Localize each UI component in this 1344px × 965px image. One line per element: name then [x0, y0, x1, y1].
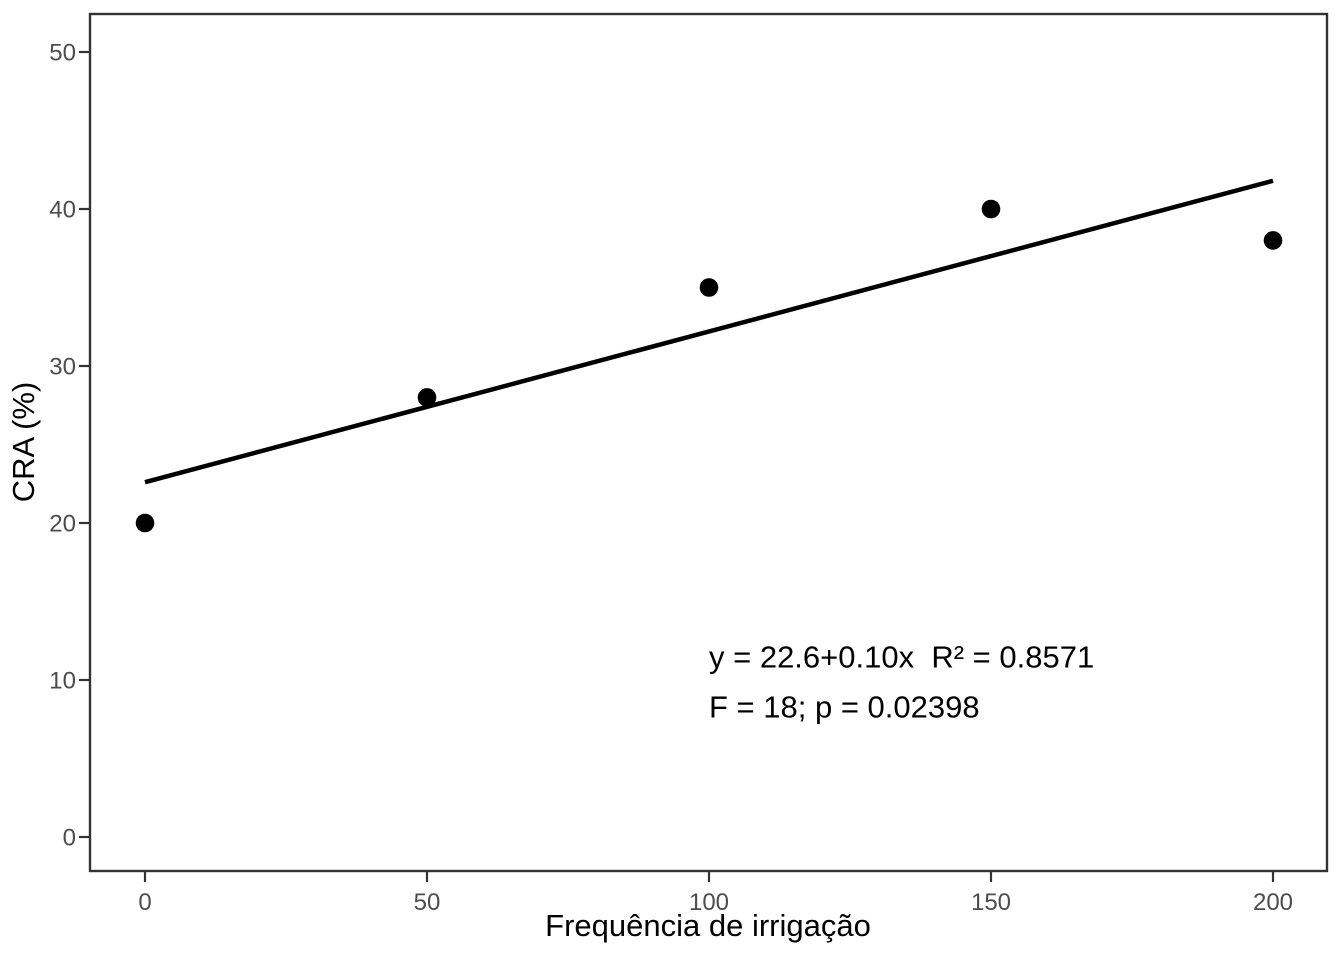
x-axis-ticks: 0 50 100 150 200 [138, 871, 1293, 916]
x-tick-label: 0 [138, 889, 151, 916]
x-tick-label: 200 [1253, 889, 1293, 916]
data-point [135, 513, 155, 533]
x-tick-label: 150 [971, 889, 1011, 916]
data-points [135, 199, 1283, 533]
plot-panel-border [88, 12, 1329, 873]
data-point [417, 388, 437, 407]
y-tick-label: 30 [49, 354, 76, 381]
regression-line [144, 178, 1274, 485]
y-tick-label: 50 [49, 40, 76, 67]
data-point [981, 199, 1001, 219]
x-tick-label: 50 [414, 889, 441, 916]
data-point [699, 278, 719, 297]
y-tick-label: 40 [49, 197, 76, 224]
y-tick-label: 20 [49, 511, 76, 538]
data-point [1263, 231, 1283, 250]
y-axis-title: CRA (%) [6, 382, 41, 503]
y-tick-label: 0 [63, 825, 76, 852]
regression-line-group [144, 178, 1274, 485]
x-axis-title: Frequência de irrigação [545, 908, 871, 943]
y-axis-ticks: 0 10 20 30 40 50 [49, 40, 90, 852]
x-tick-label: 100 [689, 889, 729, 916]
annotation-fstat: F = 18; p = 0.02398 [709, 690, 980, 725]
y-tick-label: 10 [49, 668, 76, 695]
annotation-equation: y = 22.6+0.10x R² = 0.8571 [709, 639, 1094, 674]
annotations: y = 22.6+0.10x R² = 0.8571 F = 18; p = 0.… [709, 639, 1094, 724]
